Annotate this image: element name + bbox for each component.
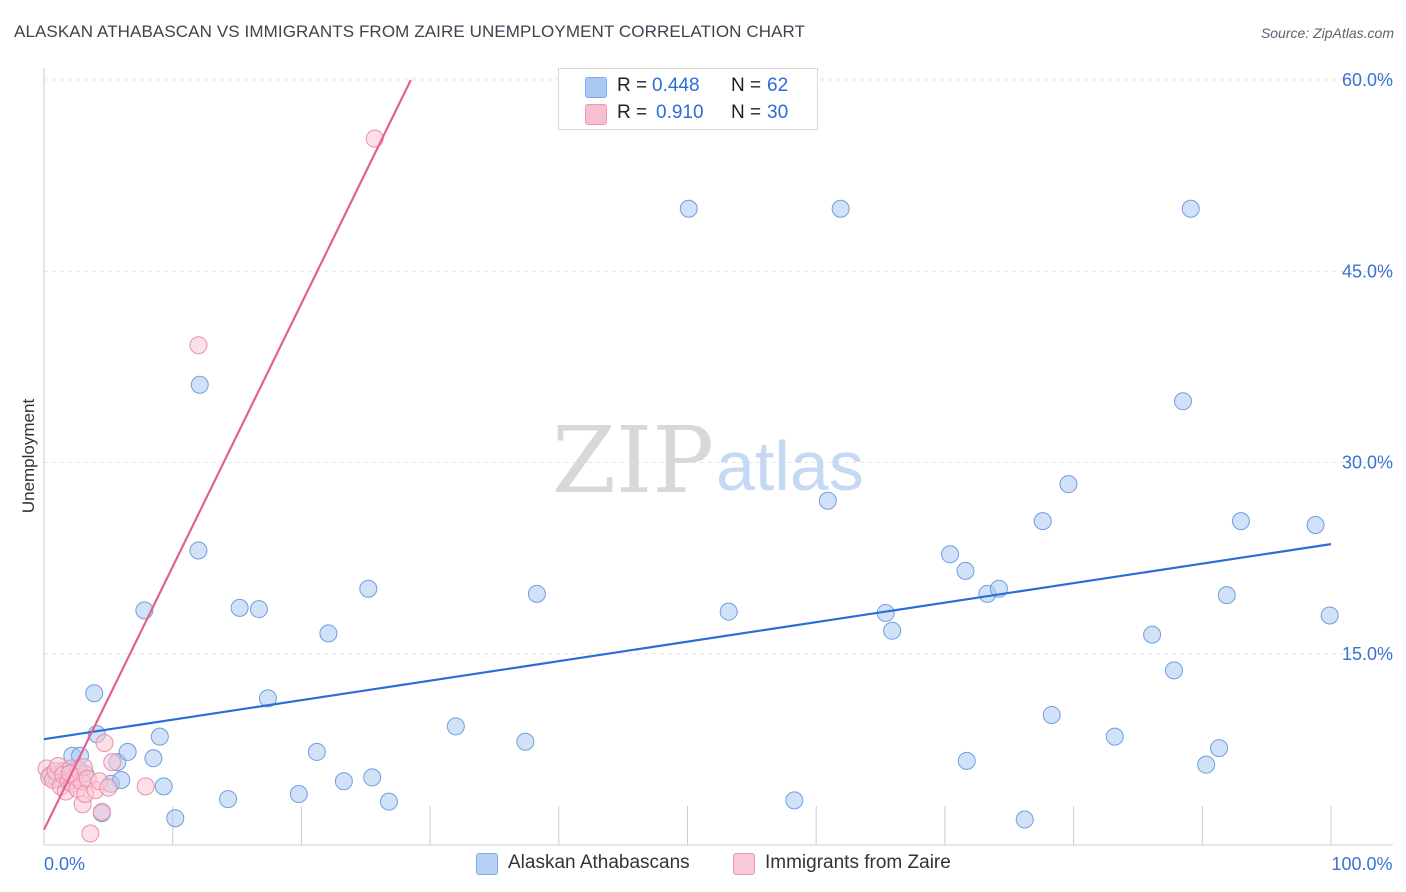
zaire-trend-line <box>43 79 412 831</box>
zaire-point <box>95 734 114 752</box>
athabascan-point <box>154 777 173 796</box>
legend-n-label: N = <box>731 102 762 123</box>
athabascan-point <box>1015 810 1034 829</box>
athabascan-point <box>230 598 249 617</box>
legend-r-label: R = <box>617 75 648 96</box>
athabascan-point <box>289 785 308 803</box>
athabascan-point <box>831 199 850 218</box>
watermark: ZIP atlas <box>552 407 864 514</box>
athabascan-point <box>144 749 163 768</box>
athabascan-point <box>956 561 975 580</box>
athabascan-point <box>516 732 535 751</box>
athabascan-point <box>363 768 382 787</box>
athabascan-point <box>1042 705 1061 724</box>
athabascan-point <box>219 790 238 809</box>
y-tick-label: 45.0% <box>1342 261 1393 281</box>
athabascan-point <box>941 545 960 564</box>
legend-swatch-blue <box>476 853 498 875</box>
athabascan-point <box>446 717 465 736</box>
athabascan-point <box>258 689 277 708</box>
zaire-point <box>365 129 384 148</box>
x-tick-label: 0.0% <box>44 854 85 874</box>
athabascan-point <box>1210 739 1229 758</box>
athabascan-point <box>359 579 378 598</box>
legend-n-label: N = <box>731 75 762 96</box>
athabascan-point <box>166 809 185 828</box>
tick-labels: 15.0% 30.0% 45.0% 60.0% 0.0% 100.0% <box>44 70 1393 874</box>
legend-swatch-pink <box>733 853 755 875</box>
athabascan-point <box>1306 515 1325 534</box>
athabascan-trend-line <box>43 543 1332 741</box>
athabascan-point <box>1197 755 1216 774</box>
athabascan-point <box>785 791 804 810</box>
chart-title: ALASKAN ATHABASCAN VS IMMIGRANTS FROM ZA… <box>14 22 806 41</box>
correlation-legend: R = 0.448 N = 62 R = 0.910 N = 30 <box>558 68 818 130</box>
athabascan-point <box>379 792 398 811</box>
athabascan-point <box>190 375 209 394</box>
athabascan-point <box>883 621 902 640</box>
legend-n-value: 62 <box>767 75 789 96</box>
athabascan-point <box>307 742 326 761</box>
athabascan-point <box>85 684 104 703</box>
zaire-point <box>92 802 111 821</box>
athabascan-point <box>527 584 546 603</box>
athabascan-point <box>1320 606 1339 625</box>
athabascan-point <box>1059 475 1078 494</box>
athabascan-point <box>1173 392 1192 411</box>
legend-label: Alaskan Athabascans <box>508 852 690 873</box>
legend-label: Immigrants from Zaire <box>765 852 951 873</box>
athabascan-point <box>189 541 208 560</box>
athabascan-point <box>1105 727 1124 746</box>
athabascan-point <box>1164 661 1183 680</box>
athabascan-point <box>150 727 169 746</box>
legend-r-label: R = <box>617 102 648 123</box>
athabascan-point <box>334 772 353 791</box>
athabascan-point <box>818 491 837 510</box>
athabascan-point <box>719 602 738 621</box>
athabascan-point <box>679 199 698 218</box>
trend-lines <box>43 79 1332 831</box>
x-tick-label: 100.0% <box>1331 854 1392 874</box>
y-tick-label: 60.0% <box>1342 70 1393 90</box>
zaire-point <box>189 336 208 355</box>
zaire-point <box>99 778 118 797</box>
y-tick-label: 30.0% <box>1342 453 1393 473</box>
athabascan-point <box>319 624 338 643</box>
legend-r-value: 0.910 <box>656 102 704 123</box>
athabascan-point <box>249 600 268 619</box>
zaire-point <box>136 777 155 796</box>
athabascan-point <box>1033 512 1052 531</box>
legend-n-value: 30 <box>767 102 789 123</box>
legend-swatch-blue <box>585 77 607 98</box>
watermark-atlas: atlas <box>716 427 864 505</box>
legend-r-value: 0.448 <box>652 75 700 96</box>
watermark-zip: ZIP <box>552 407 714 514</box>
athabascan-point <box>957 751 976 770</box>
athabascan-point <box>1181 199 1200 218</box>
athabascan-point <box>118 742 137 761</box>
zaire-point <box>103 753 122 772</box>
source-credit: Source: ZipAtlas.com <box>1260 25 1394 41</box>
athabascan-point <box>1143 625 1162 644</box>
axes <box>43 68 1393 846</box>
y-tick-label: 15.0% <box>1342 644 1393 664</box>
grid-lines <box>44 77 1393 655</box>
athabascan-point <box>1231 512 1250 531</box>
zaire-point <box>81 824 100 843</box>
legend-swatch-pink <box>585 104 607 125</box>
athabascan-point <box>1217 586 1236 605</box>
